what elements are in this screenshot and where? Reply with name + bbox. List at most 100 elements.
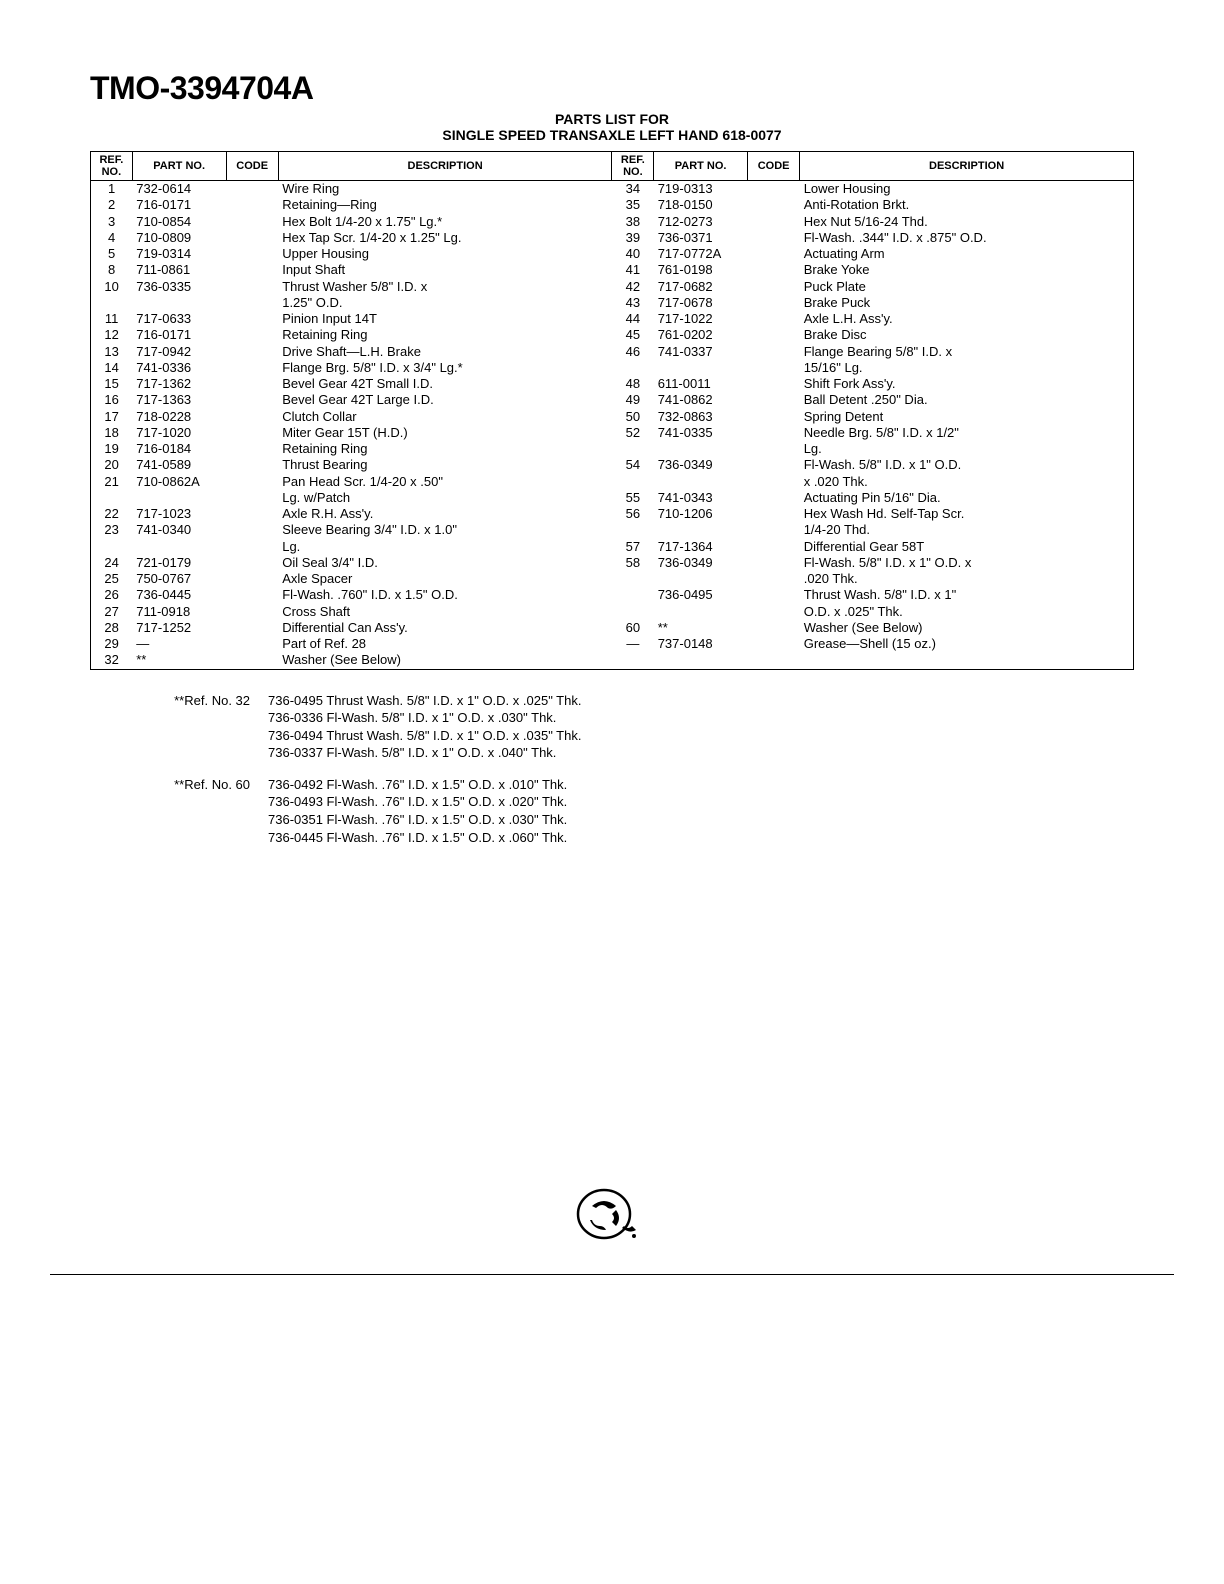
- table-row: 20741-0589Thrust Bearing54736-0349Fl-Was…: [91, 457, 1134, 473]
- cell-code: [748, 490, 800, 506]
- cell-desc: Input Shaft: [278, 262, 612, 278]
- cell-part: 712-0273: [654, 214, 748, 230]
- cell-desc: Axle L.H. Ass'y.: [800, 311, 1134, 327]
- subtitle-line-2: SINGLE SPEED TRANSAXLE LEFT HAND 618-007…: [50, 127, 1174, 143]
- cell-ref: 2: [91, 197, 133, 213]
- cell-desc: Pinion Input 14T: [278, 311, 612, 327]
- cell-code: [748, 555, 800, 571]
- cell-part: 741-0340: [132, 522, 226, 538]
- parts-list-subtitle: PARTS LIST FOR SINGLE SPEED TRANSAXLE LE…: [50, 111, 1174, 143]
- cell-desc: Washer (See Below): [278, 652, 612, 669]
- cell-desc: Ball Detent .250" Dia.: [800, 392, 1134, 408]
- cell-code: [226, 197, 278, 213]
- cell-desc: Lg.: [278, 539, 612, 555]
- cell-part: [132, 539, 226, 555]
- footnote-body: 736-0492 Fl-Wash. .76" I.D. x 1.5" O.D. …: [268, 776, 567, 846]
- cell-part: [132, 490, 226, 506]
- cell-code: [226, 327, 278, 343]
- table-row: 17718-0228Clutch Collar50732-0863Spring …: [91, 409, 1134, 425]
- cell-desc: 1/4-20 Thd.: [800, 522, 1134, 538]
- subtitle-line-1: PARTS LIST FOR: [50, 111, 1174, 127]
- cell-desc: Needle Brg. 5/8" I.D. x 1/2": [800, 425, 1134, 441]
- cell-part: 741-0335: [654, 425, 748, 441]
- cell-ref: 60: [612, 620, 654, 636]
- table-row: Lg.57717-1364Differential Gear 58T: [91, 539, 1134, 555]
- cell-part: 717-0678: [654, 295, 748, 311]
- cell-ref: 58: [612, 555, 654, 571]
- hdr-desc-right: DESCRIPTION: [800, 152, 1134, 181]
- cell-part: 717-1022: [654, 311, 748, 327]
- cell-code: [748, 522, 800, 538]
- table-row: 26736-0445Fl-Wash. .760" I.D. x 1.5" O.D…: [91, 587, 1134, 603]
- table-row: 32**Washer (See Below): [91, 652, 1134, 669]
- cell-code: [748, 327, 800, 343]
- footnote-label: **Ref. No. 32: [130, 692, 268, 762]
- footnotes-block: **Ref. No. 32736-0495 Thrust Wash. 5/8" …: [130, 692, 1174, 846]
- cell-part: 717-0633: [132, 311, 226, 327]
- cell-ref: 55: [612, 490, 654, 506]
- cell-ref: [612, 522, 654, 538]
- cell-part: 736-0445: [132, 587, 226, 603]
- cell-part: [654, 474, 748, 490]
- cell-code: [748, 181, 800, 198]
- cell-ref: 40: [612, 246, 654, 262]
- cell-part: 717-0682: [654, 279, 748, 295]
- cell-code: [748, 279, 800, 295]
- cell-part: 761-0198: [654, 262, 748, 278]
- table-row: Lg. w/Patch55741-0343Actuating Pin 5/16"…: [91, 490, 1134, 506]
- cell-part: **: [654, 620, 748, 636]
- cell-desc: Lg. w/Patch: [278, 490, 612, 506]
- cell-ref: 5: [91, 246, 133, 262]
- cell-code: [226, 392, 278, 408]
- hdr-code-left: CODE: [226, 152, 278, 181]
- footnote-row: **Ref. No. 32736-0495 Thrust Wash. 5/8" …: [130, 692, 1174, 762]
- cell-code: [226, 636, 278, 652]
- table-row: 14741-0336Flange Brg. 5/8" I.D. x 3/4" L…: [91, 360, 1134, 376]
- cell-desc: Wire Ring: [278, 181, 612, 198]
- cell-ref: [91, 295, 133, 311]
- cell-code: [748, 409, 800, 425]
- cell-ref: 45: [612, 327, 654, 343]
- cell-part: [132, 295, 226, 311]
- table-row: 8711-0861Input Shaft41761-0198Brake Yoke: [91, 262, 1134, 278]
- cell-part: 716-0171: [132, 197, 226, 213]
- cell-code: [748, 441, 800, 457]
- cell-ref: 4: [91, 230, 133, 246]
- hdr-code-right: CODE: [748, 152, 800, 181]
- cell-part: [654, 604, 748, 620]
- cell-code: [226, 539, 278, 555]
- cell-ref: 39: [612, 230, 654, 246]
- cell-code: [748, 506, 800, 522]
- cell-desc: Fl-Wash. 5/8" I.D. x 1" O.D. x: [800, 555, 1134, 571]
- cell-ref: 34: [612, 181, 654, 198]
- table-row: 12716-0171Retaining Ring45761-0202Brake …: [91, 327, 1134, 343]
- cell-part: 711-0861: [132, 262, 226, 278]
- cell-desc: Axle R.H. Ass'y.: [278, 506, 612, 522]
- table-row: 4710-0809Hex Tap Scr. 1/4-20 x 1.25" Lg.…: [91, 230, 1134, 246]
- cell-code: [226, 262, 278, 278]
- cell-code: [748, 587, 800, 603]
- cell-ref: 21: [91, 474, 133, 490]
- cell-part: 717-1023: [132, 506, 226, 522]
- cell-desc: Fl-Wash. 5/8" I.D. x 1" O.D.: [800, 457, 1134, 473]
- cell-part: 718-0150: [654, 197, 748, 213]
- cell-ref: 46: [612, 344, 654, 360]
- cell-part: [654, 360, 748, 376]
- cell-desc: Fl-Wash. .760" I.D. x 1.5" O.D.: [278, 587, 612, 603]
- cell-ref: 1: [91, 181, 133, 198]
- table-row: 13717-0942Drive Shaft—L.H. Brake46741-03…: [91, 344, 1134, 360]
- cell-code: [748, 197, 800, 213]
- cell-part: 717-1364: [654, 539, 748, 555]
- cell-ref: 56: [612, 506, 654, 522]
- hdr-desc-left: DESCRIPTION: [278, 152, 612, 181]
- cell-ref: —: [612, 636, 654, 652]
- hdr-part-right: PART NO.: [654, 152, 748, 181]
- cell-desc: Axle Spacer: [278, 571, 612, 587]
- cell-part: 717-1020: [132, 425, 226, 441]
- cell-ref: 49: [612, 392, 654, 408]
- cell-desc: Shift Fork Ass'y.: [800, 376, 1134, 392]
- cell-desc: Cross Shaft: [278, 604, 612, 620]
- footnote-label: **Ref. No. 60: [130, 776, 268, 846]
- cell-code: [226, 604, 278, 620]
- cell-code: [226, 571, 278, 587]
